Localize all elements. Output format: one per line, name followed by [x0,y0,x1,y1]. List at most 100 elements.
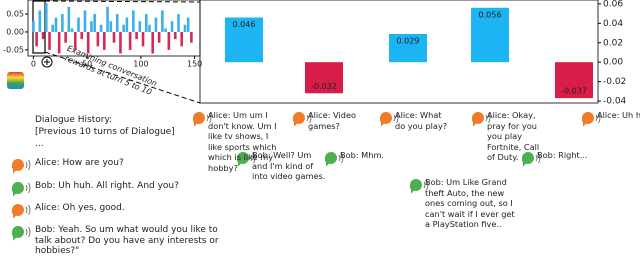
value-label: 0.046 [233,20,256,29]
bar [154,17,158,32]
model-icon [7,72,24,89]
bar [96,31,100,47]
speaker-icon [11,203,24,219]
sound-icon [423,179,429,191]
dialogue-turn: Alice: Um um I don't know. Um I like tv … [208,110,277,173]
bar [225,17,263,63]
dialogue-turn: Bob: Well? Um and I'm kind of into video… [252,150,326,181]
speaker-icon [324,151,337,167]
bar [170,21,174,32]
sound-icon [595,112,601,124]
bar [177,14,180,32]
bar [141,31,145,47]
bar [157,31,161,43]
speaker-icon [11,181,24,197]
bar [125,17,129,32]
bar [186,17,190,32]
bar [112,31,116,43]
bar [183,24,187,32]
zoom-line [44,0,201,3]
bar [70,28,74,32]
bar [151,31,154,54]
dialogue-turn: Alice: Video games? [308,110,356,131]
bar [180,31,184,47]
sound-icon [25,159,31,171]
dialogue-turn: Alice: What do you play? [395,110,448,131]
bar [38,10,42,32]
y-tick-label: 0.05 [6,10,24,19]
bar [32,21,35,32]
history-turn: Alice: How are you? [35,158,124,168]
bar [54,17,58,32]
bar [103,31,106,50]
plot-frame [199,0,599,104]
bar [122,24,125,32]
dialogue-turn: Bob: Um Like Grand theft Auto, the new o… [425,177,515,229]
zoom-line [44,51,201,104]
bar [80,31,84,40]
bar [167,31,171,50]
bar [190,31,193,43]
bar [64,31,67,43]
y-tick-label: 0.00 [6,27,24,36]
bar [93,14,96,32]
sound-icon [306,112,312,124]
y-tick-label: 0.04 [603,19,623,29]
bar [119,31,122,54]
y-tick-label: 0.00 [603,58,623,68]
sound-icon [206,112,212,124]
bar [44,3,48,32]
value-label: 0.029 [397,37,420,46]
x-tick-label: 50 [82,60,92,69]
bar [305,62,343,94]
dialogue-turn: Alice: Uh huh [597,110,640,120]
history-line: [Previous 10 turns of Dialogue] [35,127,175,137]
y-tick-label: 0.02 [603,38,623,48]
value-label: -0.032 [311,82,337,91]
bar [86,31,90,54]
sound-icon [485,112,491,124]
bar [115,14,119,32]
dialogue-turn: Bob: Mhm. [340,150,385,160]
sound-icon [338,152,344,164]
y-tick-label: -0.05 [3,45,24,54]
bar [173,31,177,40]
history-title: Dialogue History: [35,115,113,125]
speaker-icon [521,151,534,167]
bar [135,31,138,40]
bar [99,24,103,32]
bar [389,34,427,63]
sound-icon [535,152,541,164]
value-label: -0.037 [561,87,587,96]
y-tick-label: -0.04 [603,97,627,107]
speaker-icon [471,111,484,127]
dialogue-turn: Alice: Okay, pray for you you play Fortn… [487,110,540,162]
sound-icon [25,204,31,216]
bar [57,31,61,54]
speaker-icon [379,111,392,127]
bar [48,31,51,50]
y-tick-label: -0.02 [603,77,626,87]
annotation-group: Examining conversation rewards at turn 5… [64,44,159,97]
x-tick-label: 150 [187,60,202,69]
speaker-icon [581,111,594,127]
bar [41,31,45,40]
speaker-icon [192,111,205,127]
speaker-icon [11,158,24,174]
bar [555,62,593,99]
bar [77,17,80,32]
speaker-icon [11,225,24,241]
bar [148,24,151,32]
speaker-icon [292,111,305,127]
bar [471,7,509,63]
y-tick-label: 0.06 [603,0,623,9]
bar [128,31,132,50]
zoom-icon-plus [44,59,50,65]
x-tick-label: 0 [31,60,36,69]
x-tick-label: 100 [133,60,148,69]
history-line: ... [35,139,44,149]
value-label: 0.056 [479,10,502,19]
bar [51,24,55,32]
